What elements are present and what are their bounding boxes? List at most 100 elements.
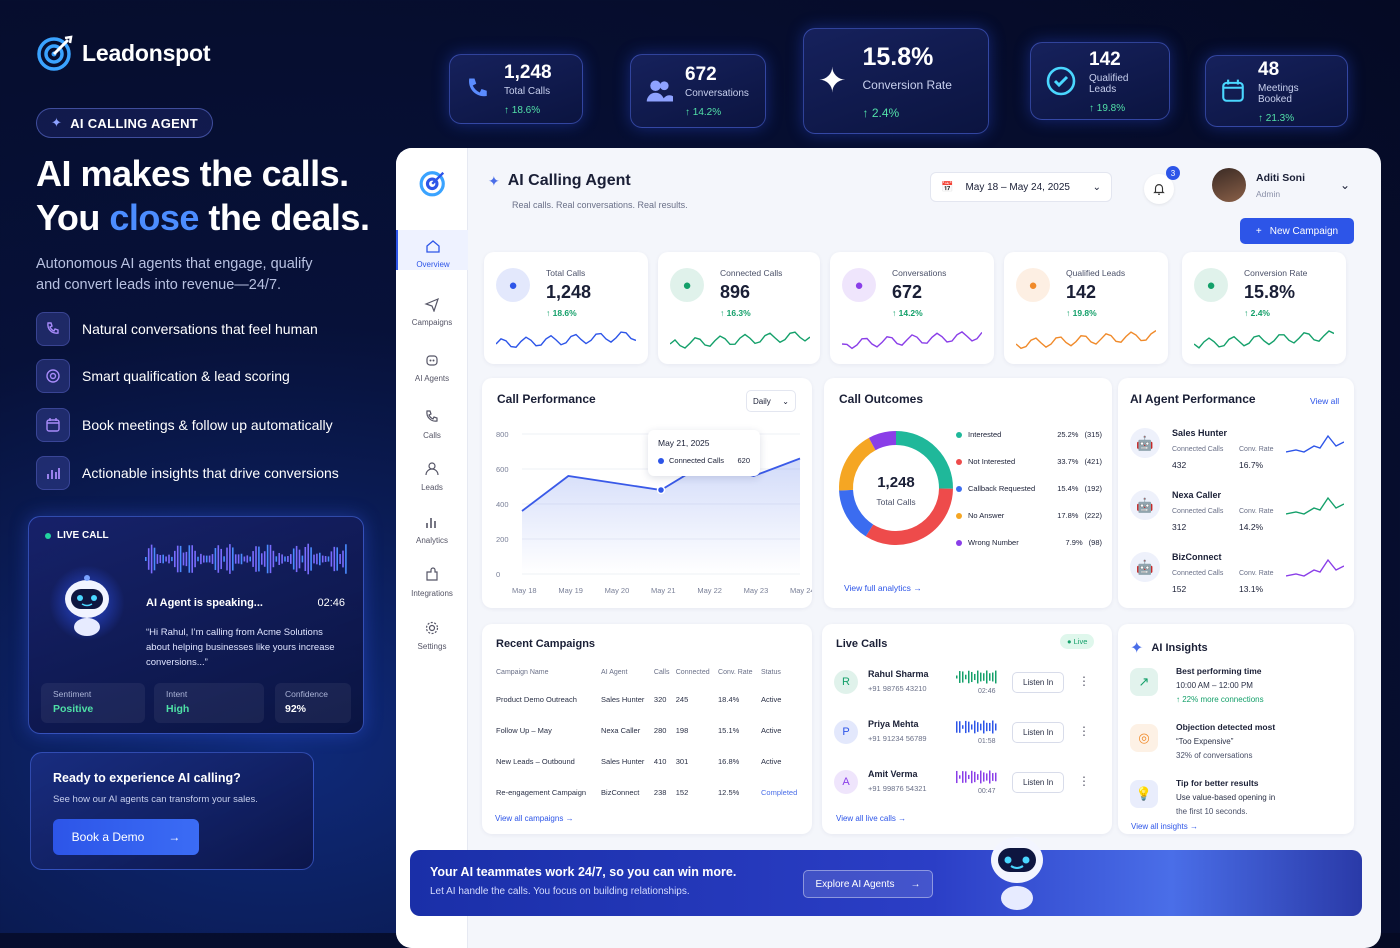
nav-overview[interactable]: Overview [396, 230, 468, 270]
listen-in-button[interactable]: Listen In [1012, 672, 1065, 693]
wave-bar [162, 554, 164, 564]
card-title: Live Calls [836, 638, 888, 650]
sparkline-path [1194, 330, 1334, 349]
sparkle-icon: ✦ [818, 62, 847, 100]
sparkline-path [842, 331, 982, 350]
view-all-agents-link[interactable]: View all [1310, 396, 1340, 406]
wave-bar [174, 550, 176, 568]
nav-label: Analytics [415, 536, 448, 545]
more-options-icon[interactable]: ⋮ [1078, 674, 1090, 688]
table-cell: New Leads – Outbound [496, 757, 575, 766]
view-all-live-calls-link[interactable]: View all live calls → [836, 814, 906, 823]
donut-slice [868, 431, 897, 451]
wave-bar [995, 772, 997, 782]
more-options-icon[interactable]: ⋮ [1078, 724, 1090, 738]
hero-text-c: the deals. [198, 197, 370, 238]
user-menu-chevron-icon[interactable]: ⌄ [1340, 178, 1351, 192]
bell-icon [1153, 184, 1165, 195]
wave-bar [147, 548, 150, 570]
wave-bar [956, 721, 958, 733]
wave-bar [986, 773, 988, 781]
listen-in-button[interactable]: Listen In [1012, 772, 1065, 793]
app-logo-icon[interactable] [418, 168, 448, 203]
chart-tooltip: May 21, 2025 Connected Calls 620 [648, 430, 760, 476]
sparkline-path [1286, 434, 1344, 453]
chevron-down-icon: ⌄ [782, 396, 789, 406]
avatar[interactable] [1212, 168, 1246, 202]
view-full-analytics-link[interactable]: View full analytics → [844, 583, 922, 593]
table-cell: Product Demo Outreach [496, 695, 577, 704]
wave-bar [959, 671, 961, 683]
wave-bar [983, 673, 985, 681]
nav-label: Calls [423, 431, 441, 440]
caller-name: Amit Verma [868, 769, 918, 779]
table-row[interactable]: Product Demo Outreach Sales Hunter 320 245 1… [494, 684, 804, 715]
nav-ai-agents[interactable]: AI Agents [396, 352, 468, 383]
explore-label: Explore AI Agents [815, 878, 895, 890]
new-campaign-button[interactable]: + New Campaign [1240, 218, 1354, 244]
date-range-picker[interactable]: 📅 May 18 – May 24, 2025 ⌄ [930, 172, 1112, 202]
wave-bar [965, 720, 967, 734]
view-all-insights-link[interactable]: View all insights → [1131, 822, 1198, 831]
wave-bar [974, 720, 976, 734]
nav-analytics[interactable]: Analytics [396, 514, 468, 545]
agent-metric-label: Conv. Rate [1239, 570, 1274, 577]
range-select[interactable]: Daily ⌄ [746, 390, 796, 412]
send-icon [423, 296, 441, 314]
insight-icon: ◎ [1130, 724, 1158, 752]
nav-label: Settings [417, 642, 447, 651]
book-demo-button[interactable]: Book a Demo → [53, 819, 199, 855]
outcome-legend-item: No Answer 17.8% (222) [956, 511, 1102, 520]
wave-bar [962, 771, 964, 783]
wave-bar [327, 556, 330, 562]
card-title: Recent Campaigns [496, 638, 596, 650]
x-tick-label: May 20 [605, 586, 630, 595]
nav-calls[interactable]: Calls [396, 409, 468, 440]
nav-label: Campaigns [411, 318, 453, 327]
notifications-button[interactable]: 3 [1144, 166, 1180, 204]
page-title: AI Calling Agent [507, 172, 631, 189]
insight-text: Use value-based opening in [1176, 793, 1276, 802]
gear-icon [423, 620, 441, 638]
kpi-delta: ↑ 2.4% [1244, 308, 1270, 318]
legend-dot-icon [956, 431, 962, 438]
kpi-card: ● Conversations 672 ↑ 14.2% [830, 252, 994, 364]
wave-bar [965, 674, 967, 680]
agent-calls: 312 [1172, 522, 1187, 532]
nav-settings[interactable]: Settings [396, 620, 468, 651]
wave-bar [974, 673, 976, 681]
badge-label: Live [1073, 637, 1088, 646]
listen-in-button[interactable]: Listen In [1012, 722, 1065, 743]
explore-agents-button[interactable]: Explore AI Agents → [803, 870, 933, 898]
more-options-icon[interactable]: ⋮ [1078, 774, 1090, 788]
wave-bar [252, 551, 254, 567]
table-row[interactable]: Re-engagement Campaign BizConnect 238 152 12… [494, 777, 804, 808]
y-tick-label: 600 [496, 465, 509, 474]
nav-campaigns[interactable]: Campaigns [396, 296, 468, 327]
wave-bar [188, 545, 191, 573]
wave-bar [223, 556, 225, 562]
call-timer: 02:46 [317, 597, 345, 609]
data-point [656, 485, 666, 495]
table-row[interactable]: Follow Up – May Nexa Caller 280 198 15.1% Act… [494, 715, 804, 746]
table-row[interactable]: New Leads – Outbound Sales Hunter 410 301 16… [494, 746, 804, 777]
call-waveform-icon [956, 720, 997, 734]
kpi-icon: ● [670, 268, 704, 302]
kpi-label: Conversations [892, 268, 947, 278]
nav-leads[interactable]: Leads [396, 461, 468, 492]
legend-dot-icon [956, 539, 962, 546]
wave-bar [956, 675, 958, 679]
kpi-card: ● Qualified Leads 142 ↑ 19.8% [1004, 252, 1168, 364]
brand-logo[interactable]: Leadonspot [36, 34, 211, 72]
phone-icon [464, 75, 492, 103]
nav-integrations[interactable]: Integrations [396, 567, 468, 598]
sparkline-path [1016, 330, 1156, 350]
wave-bar [336, 547, 338, 571]
feature-label: Actionable insights that drive conversio… [82, 465, 339, 481]
outcome-label: No Answer [968, 511, 1005, 520]
hero-text-a: You [36, 197, 110, 238]
column-header: Connected [675, 668, 710, 676]
view-all-campaigns-link[interactable]: View all campaigns → [495, 814, 574, 823]
wave-bar [281, 554, 283, 564]
tooltip-date: May 21, 2025 [658, 438, 710, 448]
